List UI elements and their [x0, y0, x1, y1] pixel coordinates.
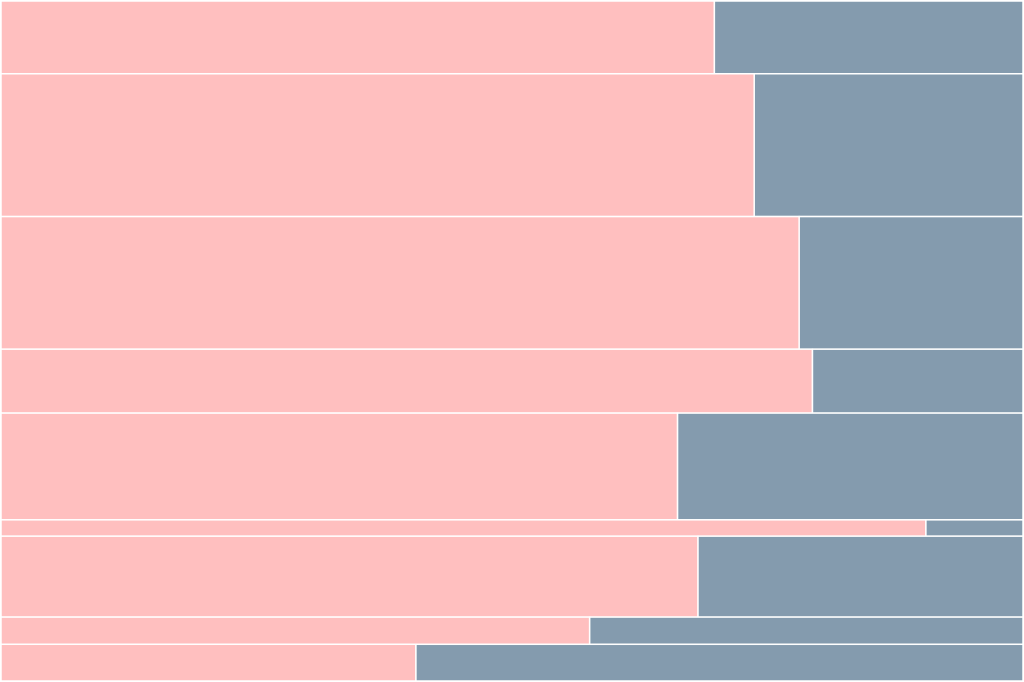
bar-row-6-segment-1: [0, 519, 927, 537]
bar-row-9-segment-2: [415, 643, 1024, 682]
bar-row-9-segment-1: [0, 643, 417, 682]
bar-row-2-segment-2: [753, 73, 1024, 218]
bar-row-3-segment-1: [0, 215, 800, 350]
bar-row-8-segment-1: [0, 616, 591, 646]
bar-row-6-segment-2: [925, 519, 1024, 537]
bar-row-7-segment-1: [0, 535, 699, 618]
bar-row-1-segment-1: [0, 0, 716, 75]
bar-row-1-segment-2: [713, 0, 1024, 75]
bar-row-2-segment-1: [0, 73, 755, 218]
bar-row-5-segment-1: [0, 412, 679, 521]
bar-row-8-segment-2: [588, 616, 1024, 646]
bar-row-4-segment-1: [0, 348, 814, 414]
bar-row-4-segment-2: [811, 348, 1024, 414]
bar-row-5-segment-2: [676, 412, 1024, 521]
bar-row-3-segment-2: [798, 215, 1024, 350]
bar-row-7-segment-2: [697, 535, 1024, 618]
